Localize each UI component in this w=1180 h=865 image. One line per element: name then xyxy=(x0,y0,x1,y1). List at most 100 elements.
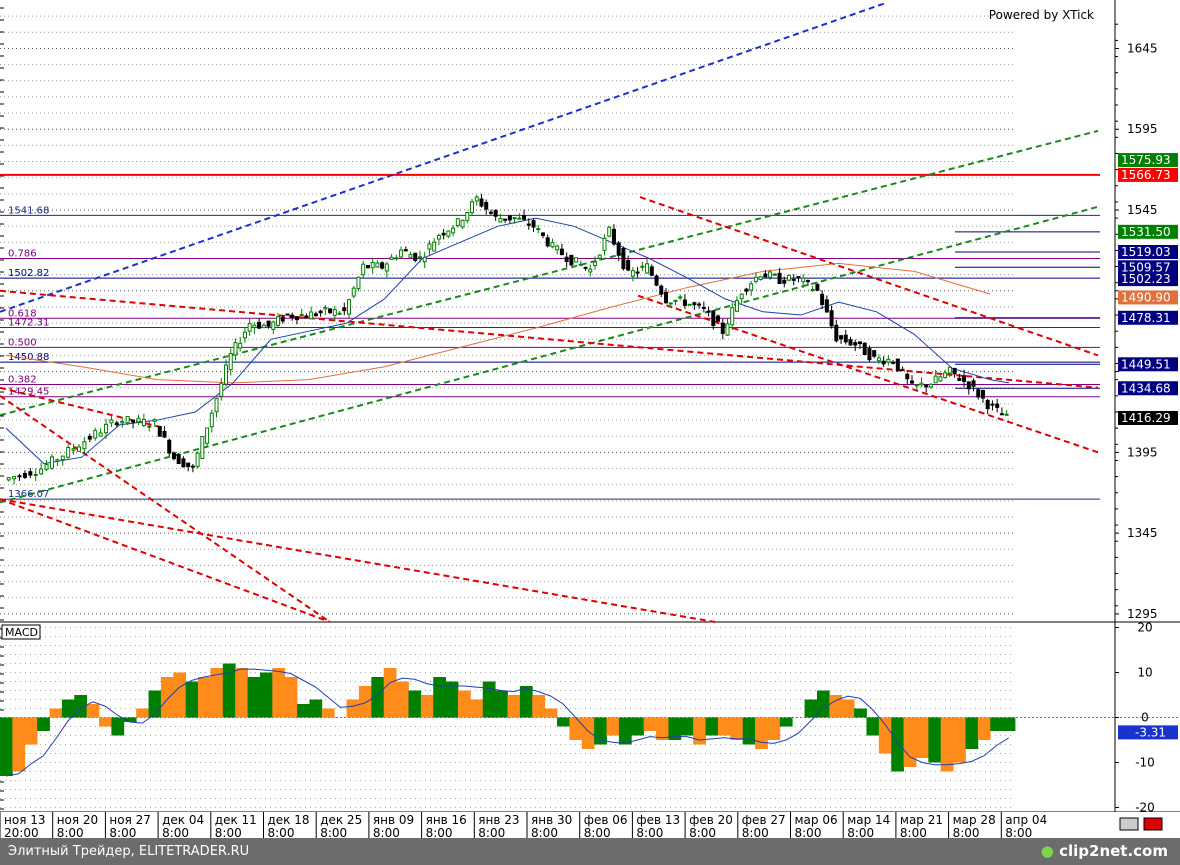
macd-bar xyxy=(755,717,768,749)
candle-body xyxy=(332,309,337,316)
candle-body xyxy=(432,241,437,252)
candle-body xyxy=(512,217,517,220)
candle-body xyxy=(446,230,451,237)
macd-bar xyxy=(693,717,706,745)
date-label: мар 21 xyxy=(900,813,943,827)
trend-line xyxy=(0,498,331,623)
candle-body xyxy=(687,303,692,306)
candle-body xyxy=(365,265,370,269)
candle-body xyxy=(834,324,839,342)
date-label: фев 27 xyxy=(742,813,786,827)
candle-body xyxy=(76,446,81,452)
candle-body xyxy=(999,413,1004,416)
macd-bar xyxy=(915,717,929,758)
candle-body xyxy=(44,464,49,470)
candle-body xyxy=(758,276,763,280)
date-label: апр 04 xyxy=(1005,813,1047,827)
time-label: 20:00 xyxy=(4,826,39,838)
candle-body xyxy=(309,311,314,320)
candle-body xyxy=(768,271,773,278)
level-label: 1450.88 xyxy=(8,352,49,363)
candle-body xyxy=(171,452,176,460)
sma-short-line xyxy=(5,217,1010,465)
logo-text: clip2net.com xyxy=(1059,842,1168,860)
macd-bar xyxy=(358,686,372,718)
candle-body xyxy=(919,382,924,386)
time-label: 8:00 xyxy=(215,826,242,838)
candle-body xyxy=(71,448,76,451)
candle-body xyxy=(801,277,806,283)
date-label: фев 20 xyxy=(689,813,733,827)
macd-bar xyxy=(99,717,112,727)
price-tag-label: 1566.73 xyxy=(1121,168,1171,182)
price-tag-bg xyxy=(1118,381,1178,396)
trend-line xyxy=(0,498,716,623)
candle-body xyxy=(384,263,389,272)
time-label: 8:00 xyxy=(742,826,769,838)
date-label: мар 14 xyxy=(847,813,890,827)
candle-body xyxy=(162,430,167,438)
candle-body xyxy=(886,358,891,363)
candle-body xyxy=(630,270,635,277)
macd-bar xyxy=(544,708,558,718)
candle-body xyxy=(692,302,697,306)
candle-body xyxy=(673,299,678,302)
candle-body xyxy=(663,291,668,304)
candle-body xyxy=(966,381,971,390)
candle-body xyxy=(588,268,593,273)
time-label: 8:00 xyxy=(795,826,822,838)
candle-body xyxy=(290,314,295,318)
candle-body xyxy=(805,280,810,283)
candle-body xyxy=(176,453,181,465)
macd-bar xyxy=(111,717,125,736)
macd-bar xyxy=(841,699,855,718)
candle-body xyxy=(342,307,347,312)
time-label: 8:00 xyxy=(109,826,136,838)
candle-body xyxy=(141,419,146,427)
macd-bar xyxy=(210,668,224,718)
candle-body xyxy=(734,300,739,312)
macd-bar xyxy=(185,681,199,718)
candle-body xyxy=(131,419,136,423)
price-tag-bg xyxy=(1118,167,1178,182)
macd-bar xyxy=(730,717,744,740)
axis-label: 1395 xyxy=(1127,445,1158,459)
time-label: 8:00 xyxy=(162,826,189,838)
candle-body xyxy=(593,261,598,266)
candle-body xyxy=(223,364,228,385)
candle-body xyxy=(205,427,210,444)
candle-body xyxy=(583,266,588,269)
date-label: мар 28 xyxy=(953,813,996,827)
macd-bar xyxy=(235,668,248,718)
time-label: 8:00 xyxy=(57,826,84,838)
date-label: мар 06 xyxy=(795,813,838,827)
candle-body xyxy=(470,201,475,214)
macd-bar xyxy=(816,690,830,718)
time-label: 8:00 xyxy=(847,826,874,838)
candle-body xyxy=(280,316,285,322)
candle-body xyxy=(881,360,886,365)
candle-body xyxy=(545,237,550,247)
candle-body xyxy=(98,432,103,437)
candle-body xyxy=(6,477,11,481)
candle-body xyxy=(247,323,252,332)
candle-body xyxy=(195,452,200,467)
macd-bar xyxy=(977,717,991,740)
date-label: дек 25 xyxy=(320,813,362,827)
date-label: фев 06 xyxy=(584,813,628,827)
candle-body xyxy=(749,283,754,291)
macd-bar xyxy=(656,717,669,740)
candle-body xyxy=(60,455,65,461)
candle-body xyxy=(824,299,829,313)
macd-bar xyxy=(12,717,26,772)
price-tag-label: 1519.03 xyxy=(1121,245,1171,259)
candle-body xyxy=(186,462,191,468)
time-label: 8:00 xyxy=(320,826,347,838)
candle-body xyxy=(659,285,664,295)
candle-body xyxy=(214,398,219,413)
macd-bar xyxy=(408,690,422,718)
candle-body xyxy=(451,227,456,234)
candle-body xyxy=(645,263,650,274)
macd-bar xyxy=(0,717,13,776)
